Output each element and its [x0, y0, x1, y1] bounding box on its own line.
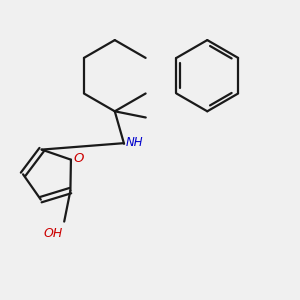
Text: OH: OH [44, 227, 63, 240]
Text: O: O [74, 152, 84, 165]
Text: NH: NH [125, 136, 143, 149]
